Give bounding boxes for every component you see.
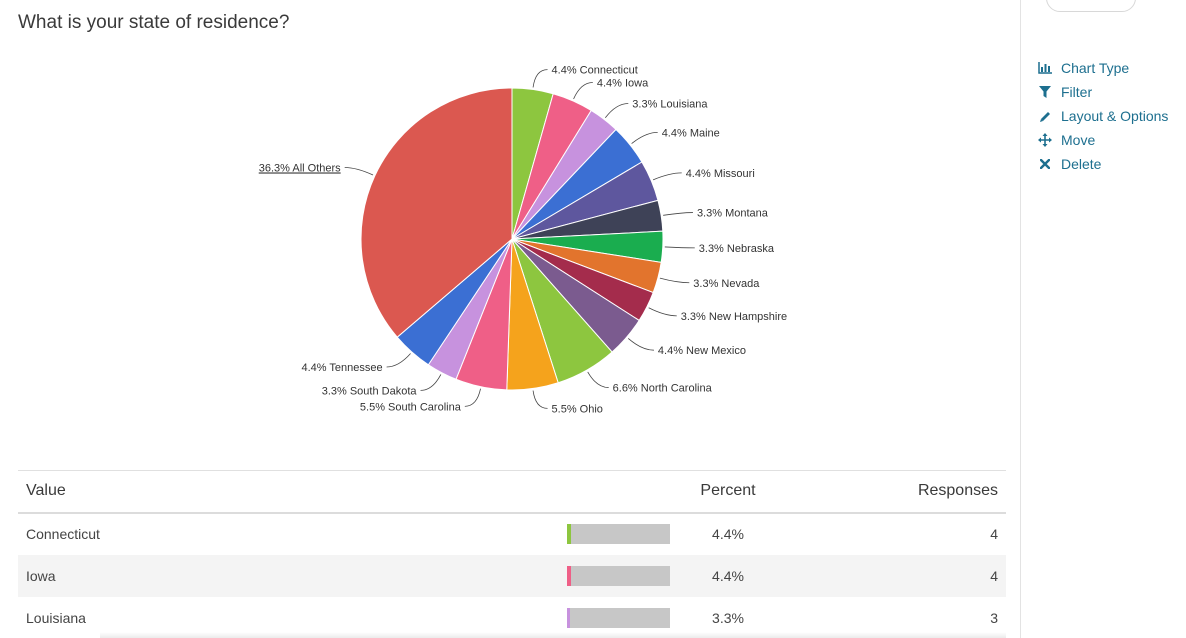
pie-slice-label: 3.3% South Dakota bbox=[322, 385, 418, 397]
row-bar-cell bbox=[558, 597, 678, 638]
pie-leader-line bbox=[631, 131, 658, 144]
pie-slice-label: 4.4% Connecticut bbox=[552, 65, 638, 77]
chart-options-menu: Chart Type Filter Layout & Options Move … bbox=[1036, 56, 1168, 176]
pie-leader-line bbox=[573, 82, 593, 100]
pie-leader-line bbox=[532, 390, 548, 409]
pie-leader-line bbox=[587, 371, 609, 388]
row-value: Louisiana bbox=[26, 609, 86, 626]
pie-slice-label: 3.3% Nebraska bbox=[699, 243, 775, 255]
table-header-row: Value Percent Responses bbox=[18, 470, 1006, 513]
pencil-icon bbox=[1036, 108, 1054, 124]
pie-slice-label: 6.6% North Carolina bbox=[613, 383, 713, 395]
pie-leader-line bbox=[532, 69, 548, 88]
pie-slice[interactable] bbox=[360, 87, 513, 338]
percent-bar bbox=[567, 524, 670, 544]
results-table: Value Percent Responses Connecticut 4.4%… bbox=[18, 470, 1006, 638]
pie-chart: 4.4% Connecticut 4.4% Iowa 3.3% Louisiana 4… bbox=[0, 40, 1010, 460]
move-label: Move bbox=[1061, 132, 1096, 148]
pie-slice-label: 4.4% Tennessee bbox=[301, 362, 382, 374]
responses-column-header[interactable]: Responses bbox=[917, 482, 998, 500]
pie-slice-label: 4.4% Missouri bbox=[686, 168, 755, 180]
row-responses: 4 bbox=[990, 567, 998, 584]
percent-column-header[interactable]: Percent bbox=[700, 482, 756, 500]
filter-label: Filter bbox=[1061, 84, 1093, 100]
filter-button[interactable]: Filter bbox=[1036, 80, 1168, 104]
percent-bar-fill bbox=[567, 524, 571, 544]
bar-chart-icon bbox=[1036, 60, 1054, 76]
page-title: What is your state of residence? bbox=[18, 12, 290, 33]
pie-slice-label: 3.3% Montana bbox=[697, 208, 769, 220]
row-responses: 4 bbox=[990, 526, 998, 542]
pie-leader-line bbox=[663, 212, 693, 216]
pie-leader-line bbox=[344, 167, 374, 176]
table-row: Connecticut 4.4% 4 bbox=[18, 513, 1006, 555]
pie-slice-label: 3.3% New Hampshire bbox=[681, 311, 787, 323]
chart-type-button[interactable]: Chart Type bbox=[1036, 56, 1168, 80]
pie-slice-label: 3.3% Louisiana bbox=[632, 98, 708, 110]
percent-bar bbox=[567, 607, 670, 628]
pie-slice-label: 3.3% Nevada bbox=[693, 278, 760, 290]
percent-bar bbox=[567, 565, 670, 586]
pie-slice-label: 4.4% Iowa bbox=[597, 77, 649, 89]
row-value: Connecticut bbox=[26, 526, 100, 542]
pie-leader-line bbox=[605, 103, 629, 118]
move-arrows-icon bbox=[1036, 132, 1054, 148]
table-row: Louisiana 3.3% 3 bbox=[18, 597, 1006, 638]
delete-label: Delete bbox=[1061, 156, 1102, 172]
pie-leader-line bbox=[386, 353, 411, 368]
pie-slice-label: 4.4% New Mexico bbox=[658, 345, 746, 357]
row-bar-cell bbox=[558, 513, 678, 555]
chart-type-label: Chart Type bbox=[1061, 60, 1130, 76]
pie-slice-label: 5.5% Ohio bbox=[552, 403, 603, 415]
percent-bar-fill bbox=[567, 565, 571, 586]
row-percent: 3.3% bbox=[712, 609, 744, 626]
pie-leader-line bbox=[627, 338, 654, 351]
table-row: Iowa 4.4% 4 bbox=[18, 554, 1006, 597]
delete-button[interactable]: Delete bbox=[1036, 152, 1168, 176]
row-percent: 4.4% bbox=[712, 526, 744, 542]
x-icon bbox=[1036, 156, 1054, 172]
pie-leader-line bbox=[648, 307, 677, 317]
top-pill-button[interactable] bbox=[1046, 0, 1136, 12]
pie-leader-line bbox=[464, 388, 481, 407]
row-bar-cell bbox=[558, 555, 678, 597]
pie-leader-line bbox=[659, 277, 690, 284]
pie-slice-label[interactable]: 36.3% All Others bbox=[259, 162, 341, 174]
scroll-shadow bbox=[100, 632, 1006, 638]
row-value: Iowa bbox=[26, 567, 56, 584]
pie-leader-line bbox=[652, 172, 682, 181]
move-button[interactable]: Move bbox=[1036, 128, 1168, 152]
row-percent: 4.4% bbox=[712, 567, 744, 584]
bar-column-header bbox=[558, 471, 678, 513]
value-column-header[interactable]: Value bbox=[26, 482, 66, 500]
pie-slice-label: 4.4% Maine bbox=[662, 127, 720, 139]
percent-bar-fill bbox=[567, 607, 570, 628]
panel-divider bbox=[1020, 0, 1021, 638]
pie-slice-label: 5.5% South Carolina bbox=[360, 401, 462, 413]
row-responses: 3 bbox=[990, 609, 998, 626]
pie-leader-line bbox=[664, 246, 695, 249]
layout-options-button[interactable]: Layout & Options bbox=[1036, 104, 1168, 128]
funnel-icon bbox=[1036, 84, 1054, 100]
pie-leader-line bbox=[420, 374, 442, 391]
layout-options-label: Layout & Options bbox=[1061, 108, 1169, 124]
